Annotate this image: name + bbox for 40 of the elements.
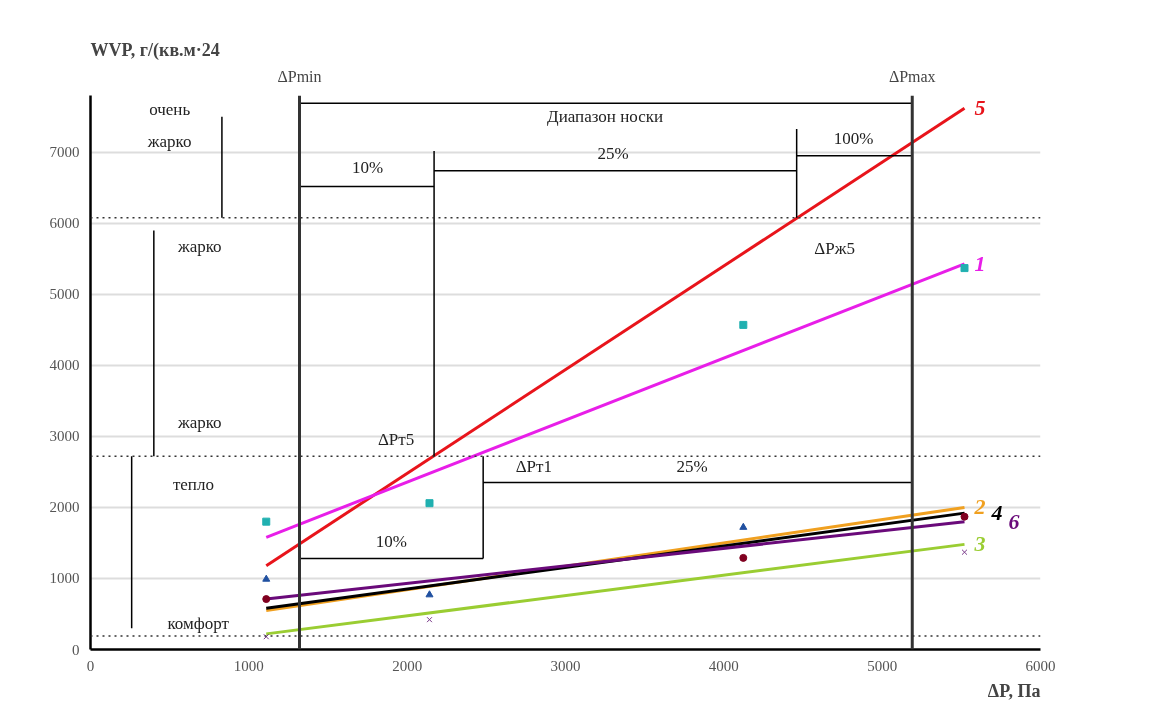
y-tick-label: 4000 <box>49 357 80 374</box>
series-label: 1 <box>974 250 986 276</box>
annotation: 10% <box>352 158 384 178</box>
y-tick-label: 1000 <box>49 570 80 587</box>
annotation: жарко <box>176 412 222 432</box>
ref-line-label: ΔPmax <box>888 67 936 85</box>
annotation: 10% <box>375 532 407 552</box>
x-tick-label: 6000 <box>1025 657 1056 674</box>
annotation: 25% <box>676 456 708 476</box>
series-label: 2 <box>973 494 986 520</box>
y-tick-label: 0 <box>72 641 80 658</box>
series-label: 3 <box>973 531 986 557</box>
annotation: ΔPт1 <box>515 456 552 476</box>
x-axis-title: ΔP, Па <box>987 680 1041 701</box>
y-tick-label: 7000 <box>49 144 80 161</box>
y-tick-label: 2000 <box>49 499 80 516</box>
series-label: 4 <box>990 500 1003 526</box>
y-tick-label: 6000 <box>49 215 80 232</box>
ref-line-label: ΔPmin <box>277 67 322 85</box>
y-tick-label: 3000 <box>49 428 80 445</box>
annotation: Диапазон носки <box>547 106 664 126</box>
x-tick-label: 5000 <box>867 657 898 674</box>
annotation: жарко <box>146 132 192 152</box>
x-tick-label: 1000 <box>233 657 264 674</box>
annotation: ΔPт5 <box>377 430 415 450</box>
x-tick-label: 0 <box>86 657 95 674</box>
text: 6 <box>1008 508 1020 534</box>
x-tick-label: 2000 <box>392 657 423 674</box>
annotation: жарко <box>176 237 222 257</box>
x-tick-label: 4000 <box>708 657 739 674</box>
annotation: 25% <box>597 144 629 164</box>
annotation: комфорт <box>167 614 230 634</box>
y-tick-label: 5000 <box>49 286 80 303</box>
annotation: очень <box>149 100 191 120</box>
y-axis-title: WVP, г/(кв.м·24 <box>90 39 220 61</box>
annotation: тепло <box>172 475 214 495</box>
annotation: 100% <box>833 128 874 148</box>
series-label: 5 <box>974 95 986 121</box>
annotation: ΔPж5 <box>814 238 855 258</box>
x-tick-label: 3000 <box>550 657 581 674</box>
